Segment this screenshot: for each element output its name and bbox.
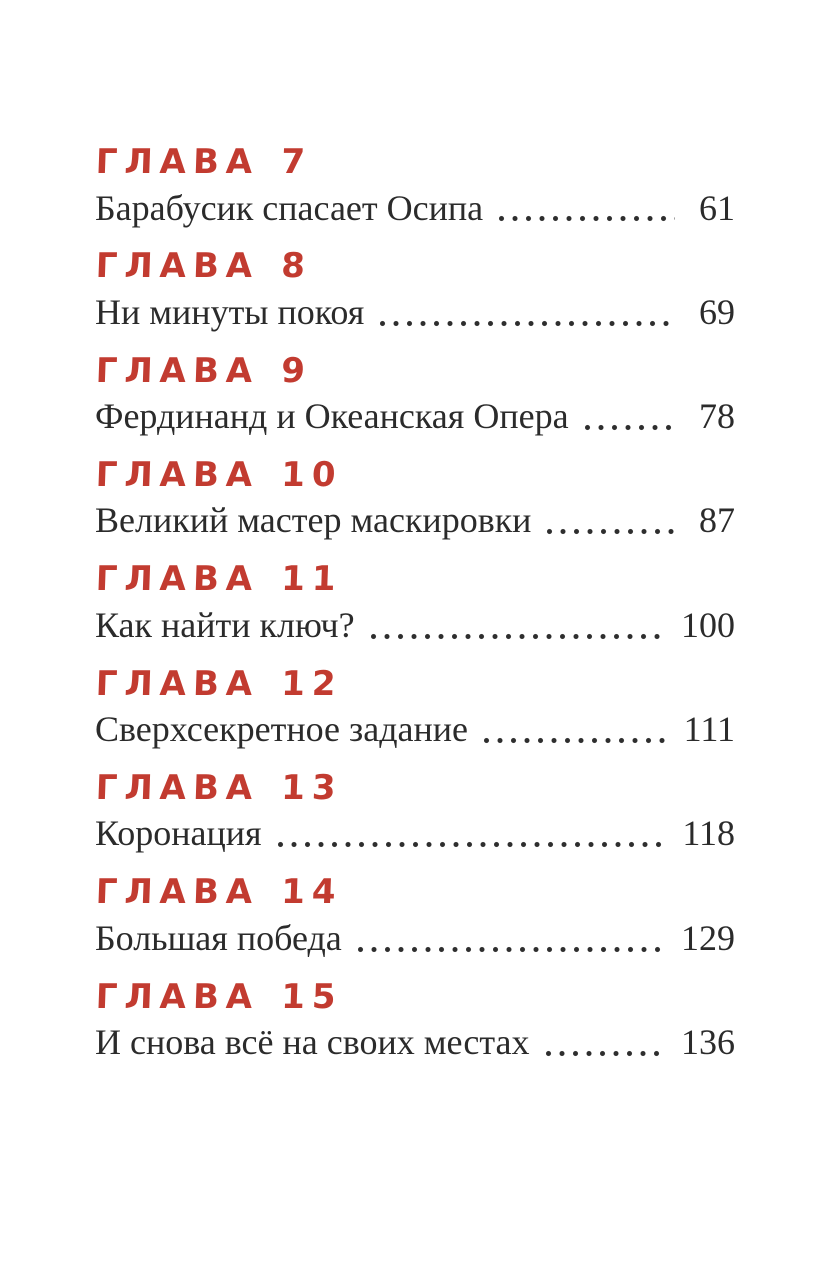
chapter-title: Как найти ключ? [95,604,355,645]
dot-leader [357,945,667,953]
chapter-number: 15 [280,976,344,1017]
chapter-title: Сверхсекретное задание [95,709,469,750]
entry-line: Большая победа 129 [95,915,735,962]
chapter-heading: ГЛАВА 15 [95,976,737,1020]
chapter-heading: ГЛАВА 9 [95,350,737,394]
chapter-title: Барабусик спасает Осипа [95,187,484,228]
chapter-title: И снова всё на своих местах [95,1022,530,1063]
chapter-word: ГЛАВА [95,454,260,495]
toc-entry: ГЛАВА 7 Барабусик спасает Осипа 61 [95,141,735,231]
dot-leader [584,423,675,431]
page-number: 78 [699,396,735,437]
dot-leader [545,1049,667,1057]
dot-leader [499,215,675,223]
dot-leader [547,528,675,536]
chapter-title: Великий мастер маскировки [95,500,532,541]
entry-line: Великий мастер маскировки 87 [95,497,735,544]
page-number: 87 [699,500,735,541]
toc-entry: ГЛАВА 13 Коронация 118 [95,767,735,857]
dot-leader [380,319,675,327]
entry-line: Как найти ключ? 100 [95,602,735,649]
chapter-number: 14 [280,872,344,913]
chapter-number: 10 [280,454,344,495]
chapter-word: ГЛАВА [95,142,260,182]
chapter-title: Фердинанд и Океанская Опера [95,396,569,437]
page-number: 118 [682,813,735,854]
chapter-heading: ГЛАВА 7 [95,141,737,185]
chapter-number: 8 [280,246,313,287]
entry-line: Барабусик спасает Осипа 61 [95,185,735,232]
toc-entry: ГЛАВА 8 Ни минуты покоя 69 [95,245,735,335]
chapter-title: Большая победа [95,917,342,958]
toc-entry: ГЛАВА 14 Большая победа 129 [95,871,735,961]
chapter-number: 13 [280,767,344,808]
dot-leader [370,632,667,640]
toc-entry: ГЛАВА 11 Как найти ключ? 100 [95,558,735,648]
chapter-word: ГЛАВА [95,663,260,704]
entry-line: Коронация 118 [95,810,735,857]
chapter-heading: ГЛАВА 14 [95,871,737,915]
chapter-heading: ГЛАВА 13 [95,767,737,811]
chapter-word: ГЛАВА [95,767,260,808]
chapter-word: ГЛАВА [95,246,260,287]
chapter-heading: ГЛАВА 11 [95,558,737,602]
chapter-word: ГЛАВА [95,976,260,1017]
entry-line: Фердинанд и Океанская Опера 78 [95,393,735,440]
page-number: 129 [681,917,735,958]
chapter-title: Коронация [95,813,262,854]
chapter-heading: ГЛАВА 12 [95,663,737,707]
chapter-number: 7 [280,142,313,182]
dot-leader [484,736,670,744]
toc-entry: ГЛАВА 9 Фердинанд и Океанская Опера 78 [95,350,735,440]
chapter-title: Ни минуты покоя [95,291,365,332]
chapter-heading: ГЛАВА 10 [95,454,737,498]
chapter-word: ГЛАВА [95,350,260,391]
dot-leader [277,841,669,849]
toc-entry: ГЛАВА 12 Сверхсекретное задание 111 [95,663,735,753]
chapter-word: ГЛАВА [95,872,260,913]
entry-line: Ни минуты покоя 69 [95,289,735,336]
page-number: 111 [683,709,735,750]
chapter-number: 11 [280,559,344,600]
page-number: 69 [699,291,735,332]
chapter-number: 12 [280,663,344,704]
page-number: 61 [699,187,735,228]
entry-line: И снова всё на своих местах 136 [95,1019,735,1066]
page-number: 136 [681,1022,735,1063]
toc-entry: ГЛАВА 10 Великий мастер маскировки 87 [95,454,735,544]
chapter-word: ГЛАВА [95,559,260,600]
page-number: 100 [681,604,735,645]
toc-entry: ГЛАВА 15 И снова всё на своих местах 136 [95,976,735,1066]
entry-line: Сверхсекретное задание 111 [95,706,735,753]
chapter-number: 9 [280,350,313,391]
chapter-heading: ГЛАВА 8 [95,245,737,289]
